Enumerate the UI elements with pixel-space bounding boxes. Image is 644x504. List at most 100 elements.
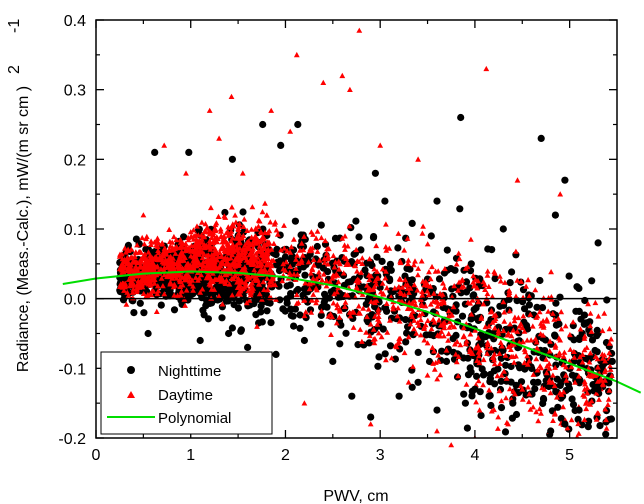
daytime-point (197, 289, 204, 295)
daytime-point (166, 226, 173, 232)
nighttime-point (355, 233, 363, 241)
nighttime-point (283, 282, 291, 290)
nighttime-point (151, 148, 159, 156)
daytime-point (122, 245, 128, 251)
daytime-point (354, 268, 360, 274)
daytime-point (236, 223, 242, 229)
daytime-point (249, 273, 255, 279)
daytime-point (536, 309, 543, 315)
nighttime-point (371, 169, 379, 177)
daytime-point (434, 376, 441, 382)
daytime-point (209, 261, 216, 268)
daytime-point (155, 250, 162, 256)
daytime-point (268, 263, 275, 269)
daytime-point (220, 235, 227, 241)
daytime-point (202, 221, 209, 227)
daytime-point (587, 323, 594, 329)
daytime-point (608, 372, 615, 378)
daytime-point (442, 265, 448, 272)
daytime-point (431, 290, 437, 296)
nighttime-point (517, 378, 526, 386)
daytime-point (366, 276, 373, 283)
daytime-point (586, 359, 593, 365)
daytime-point (197, 261, 203, 267)
nighttime-point (449, 335, 457, 343)
daytime-point (237, 291, 244, 297)
daytime-point (497, 278, 504, 284)
nighttime-point (136, 299, 144, 307)
daytime-point (194, 257, 201, 263)
nighttime-point (281, 253, 289, 261)
daytime-point (405, 334, 412, 340)
daytime-point (495, 414, 502, 420)
daytime-point (183, 170, 189, 176)
daytime-point (491, 406, 497, 413)
daytime-point (130, 286, 137, 292)
daytime-point (232, 263, 238, 269)
daytime-point (491, 325, 498, 331)
nighttime-point (499, 225, 507, 233)
daytime-point (219, 243, 226, 249)
daytime-point (342, 246, 348, 252)
daytime-point (236, 240, 243, 246)
daytime-point (249, 204, 256, 210)
daytime-point (128, 262, 134, 268)
daytime-point (422, 303, 429, 309)
daytime-point (420, 278, 426, 284)
nighttime-point (144, 329, 152, 338)
daytime-point (339, 235, 346, 241)
daytime-point (413, 330, 420, 336)
daytime-point (563, 377, 570, 383)
daytime-point (395, 230, 402, 236)
daytime-point (526, 358, 533, 364)
daytime-point (336, 266, 342, 272)
nighttime-point (573, 283, 581, 291)
daytime-point (203, 258, 210, 264)
y-tick-label: 0.3 (64, 83, 86, 100)
daytime-point (514, 277, 521, 283)
daytime-point (416, 312, 423, 318)
daytime-point (470, 272, 477, 279)
daytime-point (367, 321, 374, 327)
y-axis-title: Radiance, (Meas.-Calc.), mW/(m sr cm ) (15, 86, 32, 372)
daytime-point (496, 388, 503, 394)
daytime-point (547, 338, 553, 344)
daytime-point (318, 308, 325, 314)
daytime-point (472, 327, 479, 333)
daytime-point (582, 400, 589, 406)
nighttime-point (383, 307, 391, 315)
daytime-point (291, 236, 297, 242)
daytime-point (308, 270, 314, 276)
daytime-point (131, 267, 138, 273)
daytime-point (117, 251, 123, 257)
daytime-point (500, 299, 507, 305)
daytime-point (379, 280, 386, 286)
daytime-point (445, 308, 452, 314)
daytime-point (160, 253, 167, 259)
daytime-point (125, 267, 132, 273)
daytime-point (206, 242, 212, 248)
daytime-point (210, 232, 217, 238)
nighttime-point (596, 422, 604, 430)
nighttime-point (473, 372, 481, 380)
daytime-point (371, 284, 378, 290)
daytime-point (214, 238, 220, 245)
nighttime-point (395, 392, 403, 400)
daytime-point (236, 260, 243, 266)
daytime-point (251, 276, 258, 282)
daytime-point (264, 275, 270, 281)
daytime-point (525, 276, 531, 283)
nighttime-point (467, 368, 475, 376)
axis-ticks: 0 1 2 3 4 5 -0.2 -0.1 0.0 0.1 0.2 0.3 0.4 (58, 13, 617, 464)
daytime-point (249, 280, 255, 286)
daytime-point (378, 289, 384, 295)
daytime-point (440, 280, 446, 286)
daytime-point (333, 320, 340, 326)
daytime-point (390, 306, 396, 312)
daytime-point (235, 230, 242, 236)
daytime-point (308, 229, 315, 235)
daytime-point (154, 243, 161, 249)
daytime-point (206, 231, 213, 237)
daytime-point (153, 308, 160, 314)
daytime-point (371, 340, 378, 346)
